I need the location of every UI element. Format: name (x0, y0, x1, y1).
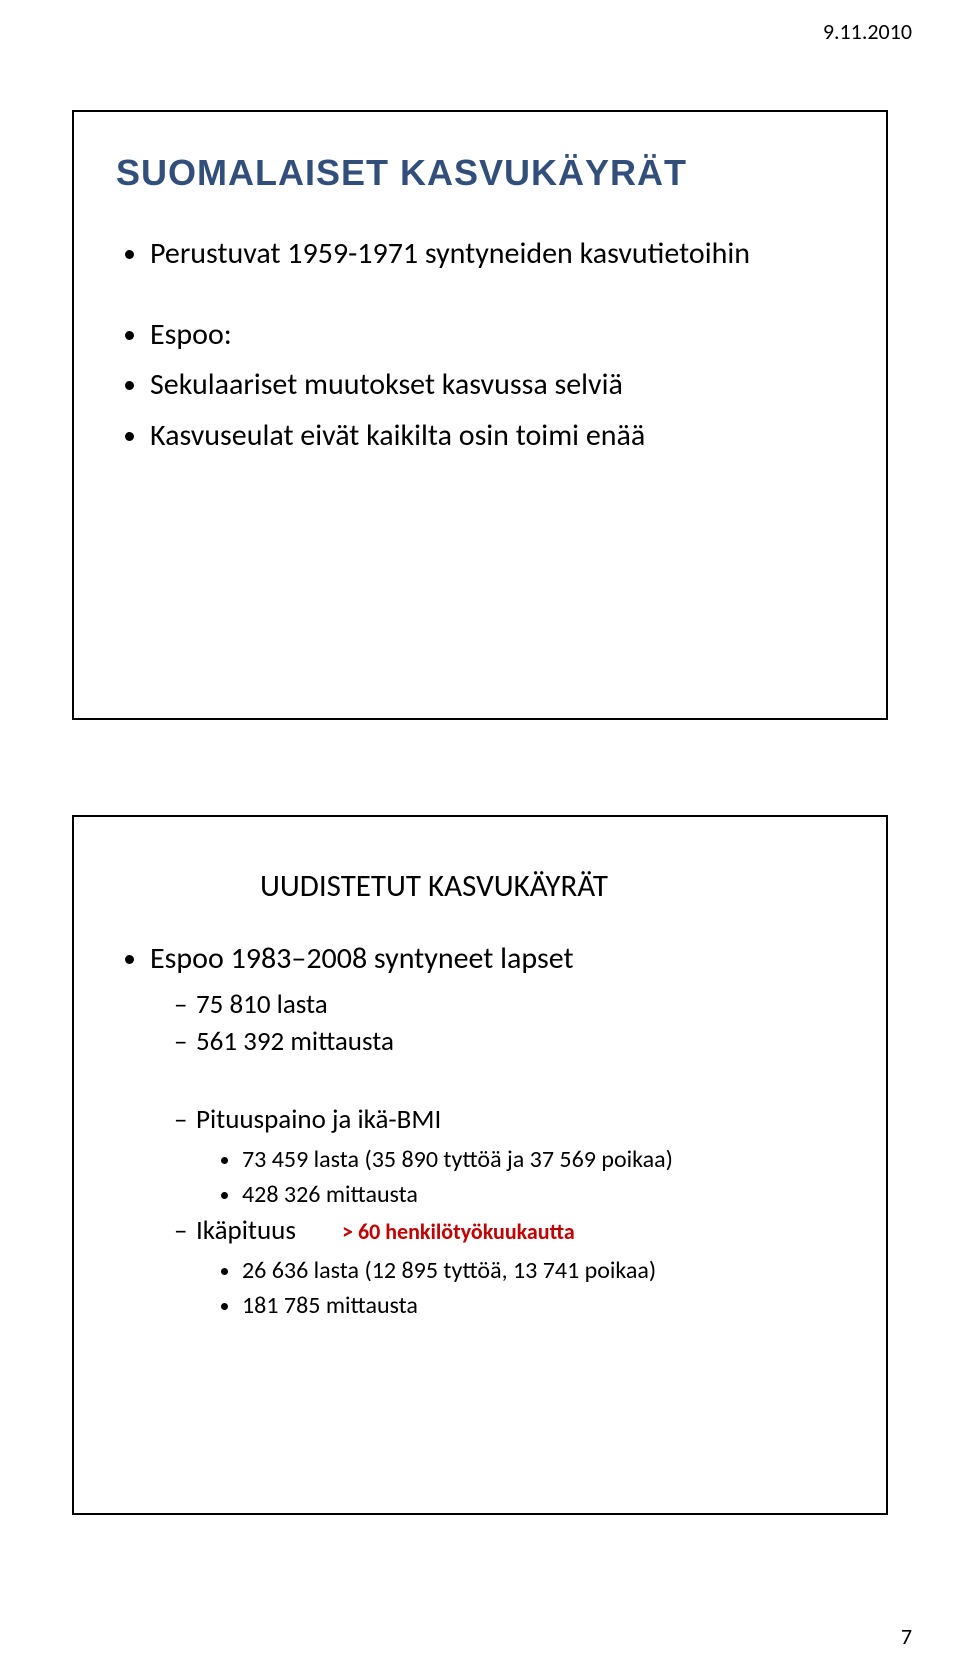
bullet: Espoo: (150, 315, 844, 356)
bullet: Kasvuseulat eivät kaikilta osin toimi en… (150, 416, 844, 457)
red-note: > 60 henkilötyökuukautta (342, 1218, 575, 1245)
slide-2-bullets: Espoo 1983–2008 syntyneet lapset 75 810 … (116, 939, 844, 1324)
sub-list: 75 810 lasta 561 392 mittausta (150, 986, 844, 1062)
sub-sub-list: 73 459 lasta (35 890 tyttöä ja 37 569 po… (196, 1143, 844, 1213)
header-date: 9.11.2010 (823, 18, 912, 45)
sub-sub-item: 26 636 lasta (12 895 tyttöä, 13 741 poik… (242, 1254, 844, 1289)
slide-2-subtitle: UUDISTETUT KASVUKÄYRÄT (260, 867, 844, 905)
slide-1: SUOMALAISET KASVUKÄYRÄT Perustuvat 1959-… (72, 110, 888, 720)
slide-1-title: SUOMALAISET KASVUKÄYRÄT (116, 152, 844, 194)
sub-list: Pituuspaino ja ikä-BMI 73 459 lasta (35 … (150, 1101, 844, 1324)
slide-2: UUDISTETUT KASVUKÄYRÄT Espoo 1983–2008 s… (72, 815, 888, 1515)
sub-sub-item: 73 459 lasta (35 890 tyttöä ja 37 569 po… (242, 1143, 844, 1178)
sub-item-label: Pituuspaino ja ikä-BMI (196, 1103, 441, 1136)
sub-sub-item: 181 785 mittausta (242, 1289, 844, 1324)
bullet: Sekulaariset muutokset kasvussa selviä (150, 365, 844, 406)
slide-1-bullets: Perustuvat 1959-1971 syntyneiden kasvuti… (116, 234, 844, 456)
sub-item: 561 392 mittausta (174, 1023, 844, 1061)
sub-item: 75 810 lasta (174, 986, 844, 1024)
sub-item: Pituuspaino ja ikä-BMI 73 459 lasta (35 … (174, 1101, 844, 1212)
sub-sub-item: 428 326 mittausta (242, 1178, 844, 1213)
sub-sub-list: 26 636 lasta (12 895 tyttöä, 13 741 poik… (196, 1254, 844, 1324)
bullet-text: Espoo 1983–2008 syntyneet lapset (150, 940, 574, 977)
sub-item-label: Ikäpituus (196, 1214, 296, 1247)
page-number: 7 (901, 1623, 912, 1650)
bullet: Espoo 1983–2008 syntyneet lapset 75 810 … (150, 939, 844, 1324)
sub-item: Ikäpituus > 60 henkilötyökuukautta 26 63… (174, 1212, 844, 1323)
bullet: Perustuvat 1959-1971 syntyneiden kasvuti… (150, 234, 844, 275)
